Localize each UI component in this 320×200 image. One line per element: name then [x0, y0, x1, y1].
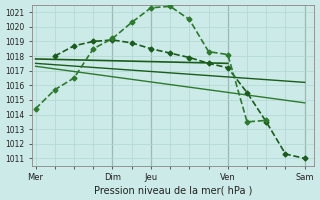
X-axis label: Pression niveau de la mer( hPa ): Pression niveau de la mer( hPa )	[94, 185, 252, 195]
